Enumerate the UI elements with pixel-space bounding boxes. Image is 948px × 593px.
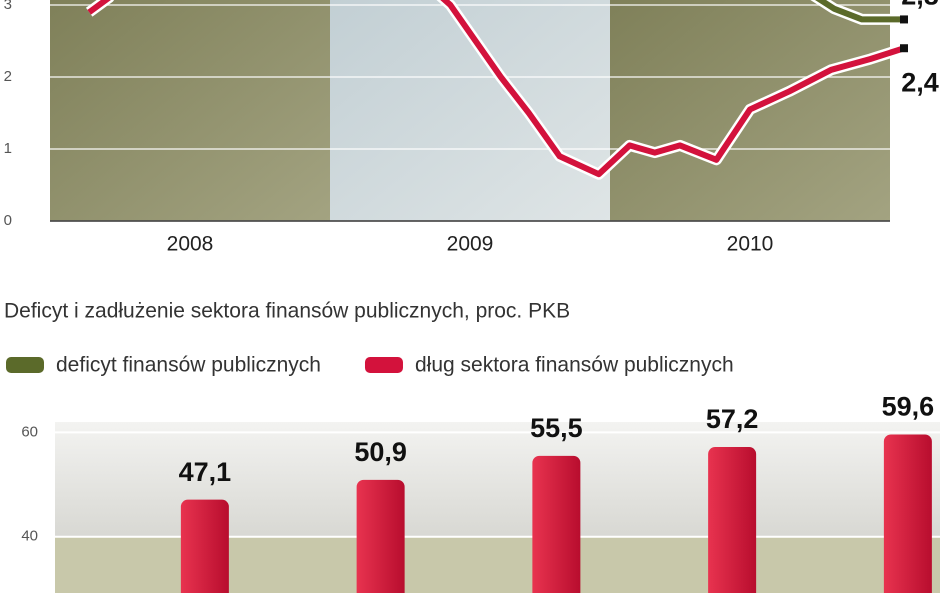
value-label: 59,6 — [882, 392, 935, 422]
x-tick-label: 2010 — [727, 233, 774, 256]
year-band — [330, 0, 610, 221]
bar — [708, 447, 757, 593]
value-label: 50,9 — [354, 437, 407, 467]
line — [815, 0, 904, 23]
legend-swatch — [6, 357, 44, 373]
y-tick-label: 3 — [4, 0, 12, 13]
y-tick-label: 60 — [21, 423, 38, 440]
y-tick-label: 1 — [4, 140, 12, 157]
end-marker — [900, 44, 908, 53]
line — [87, 0, 905, 178]
bar — [532, 455, 581, 593]
end-label: 2,4 — [901, 67, 939, 97]
bar — [356, 479, 405, 593]
value-label: 57,2 — [706, 404, 759, 434]
legend-label: deficyt finansów publicznych — [56, 354, 321, 377]
bar — [883, 434, 932, 593]
x-tick-label: 2008 — [167, 233, 214, 256]
year-band — [50, 0, 330, 221]
end-label: 2,8 — [901, 0, 939, 11]
line-chart: 2008 2009 2010 0 1 2 3 2,4 2,8 — [4, 0, 939, 256]
chart-title: Deficyt i zadłużenie sektora finansów pu… — [4, 300, 570, 323]
value-label: 47,1 — [179, 457, 232, 487]
legend-swatch — [364, 357, 403, 373]
y-tick-label: 0 — [4, 212, 12, 229]
bar — [180, 499, 229, 593]
end-marker — [900, 15, 908, 24]
y-tick-label: 2 — [4, 68, 12, 85]
x-tick-label: 2009 — [447, 233, 494, 256]
bar-chart: Deficyt i zadłużenie sektora finansów pu… — [4, 300, 940, 593]
legend-label: dług sektora finansów publicznych — [415, 354, 734, 377]
value-label: 55,5 — [530, 413, 583, 443]
y-tick-label: 40 — [21, 528, 38, 545]
